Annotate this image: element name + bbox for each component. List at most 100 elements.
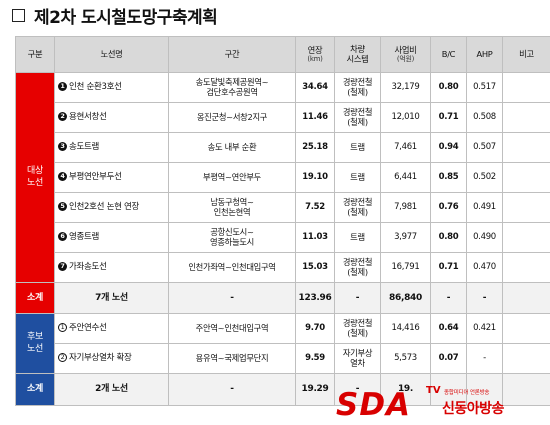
table-row: 4 부평연안부두선 부평역~연안부두 19.10 트램 6,441 0.85 0.502 (16, 162, 550, 193)
line-number-icon: 6 (58, 232, 67, 242)
subtotal-section: - (168, 373, 296, 406)
system-cell: 경량전철 (철제) (334, 102, 381, 133)
note-cell (502, 252, 550, 283)
header-line-name: 노선명 (54, 36, 169, 73)
cost-cell: 3,977 (380, 222, 431, 253)
subtotal-label: 소계 (15, 282, 55, 314)
line-number-icon: 5 (58, 202, 67, 212)
note-cell (502, 192, 550, 223)
line-number-icon: 4 (58, 172, 67, 182)
table-row: 대상 노선 1 인천 순환3호선 송도달빛축제공원역~ 검단호수공원역 34.64 경량전… (15, 72, 550, 283)
cost-cell: 7,981 (380, 192, 431, 223)
section-cell: 송도 내부 순환 (168, 132, 296, 163)
length-cell: 25.18 (295, 132, 335, 163)
subtotal-cost: 86,840 (380, 282, 431, 314)
logo-tagline: 종합미디어 언론방송 (444, 390, 490, 396)
table-row: 6 영종트램 공항신도시~ 영종하늘도시 11.03 트램 3,977 0.80 0.490 (16, 222, 550, 253)
logo-tv: TV (426, 385, 441, 396)
cost-cell: 6,441 (380, 162, 431, 193)
cost-cell: 12,010 (380, 102, 431, 133)
table-row: 2 자기부상열차 확장 용유역~국제업무단지 9.59 자기부상 열차 5,573 0.07… (16, 343, 550, 374)
line-name: 3 송도트램 (54, 132, 169, 163)
ahp-cell: 0.502 (466, 162, 503, 193)
table-row: 7 가좌송도선 인천가좌역~인천대입구역 15.03 경량전철 (철제) 16,791 0.… (16, 252, 550, 283)
header-vehicle: 차량 시스템 (334, 36, 381, 73)
line-name: 2 용현서창선 (54, 102, 169, 133)
system-cell: 자기부상 열차 (334, 343, 381, 374)
header-bc: B/C (430, 36, 467, 73)
subtotal-row: 소계 2개 노선 -19.29-19. (15, 373, 550, 406)
ahp-cell: 0.507 (466, 132, 503, 163)
subtotal-system: - (334, 373, 381, 406)
ahp-cell: 0.470 (466, 252, 503, 283)
note-cell (502, 162, 550, 193)
page-heading: 제2차 도시철도망구축계획 (12, 4, 218, 28)
line-name-text: 인천 순환3호선 (69, 82, 122, 93)
cost-cell: 14,416 (380, 313, 431, 344)
line-name-text: 부평연안부두선 (69, 172, 122, 183)
length-cell: 11.46 (295, 102, 335, 133)
note-cell (502, 313, 550, 344)
line-name: 4 부평연안부두선 (54, 162, 169, 193)
header-ahp: AHP (466, 36, 503, 73)
section-cell: 남동구청역~ 인천논현역 (168, 192, 296, 223)
length-cell: 7.52 (295, 192, 335, 223)
length-cell: 34.64 (295, 72, 335, 103)
subtotal-note (502, 373, 550, 406)
line-number-icon: 7 (58, 262, 67, 272)
note-cell (502, 132, 550, 163)
header-row: 구분 노선명 구간 연장 (km) 차량 시스템 사업비 (억원) B/C AHP 비… (15, 36, 550, 73)
section-cell: 주안역~인천대입구역 (168, 313, 296, 344)
table-row: 5 인천2호선 논현 연장 남동구청역~ 인천논현역 7.52 경량전철 (철제) 7,9… (16, 192, 550, 223)
cost-cell: 5,573 (380, 343, 431, 374)
logo-brand: SDA (336, 387, 412, 423)
line-name: 2 자기부상열차 확장 (54, 343, 169, 374)
system-cell: 경량전철 (철제) (334, 252, 381, 283)
table-row: 후보 노선 1 주안연수선 주안역~인천대입구역 9.70 경량전철 (철제) 14,416… (15, 313, 550, 374)
line-name: 6 영종트램 (54, 222, 169, 253)
line-name-text: 자기부상열차 확장 (69, 353, 132, 364)
bc-cell: 0.94 (430, 132, 467, 163)
cost-cell: 16,791 (380, 252, 431, 283)
line-name-text: 영종트램 (69, 232, 100, 243)
bc-cell: 0.71 (430, 252, 467, 283)
bc-cell: 0.07 (430, 343, 467, 374)
group-label: 후보 노선 (15, 313, 55, 374)
line-name: 5 인천2호선 논현 연장 (54, 192, 169, 223)
subtotal-ahp: - (466, 282, 503, 314)
subtotal-name: 2개 노선 (54, 373, 169, 406)
bc-cell: 0.64 (430, 313, 467, 344)
subtotal-cost: 19. (380, 373, 431, 406)
system-cell: 경량전철 (철제) (334, 192, 381, 223)
ahp-cell: 0.491 (466, 192, 503, 223)
group-label: 대상 노선 (15, 72, 55, 283)
line-number-icon: 1 (58, 323, 67, 333)
cost-cell: 7,461 (380, 132, 431, 163)
line-number-icon: 2 (58, 353, 67, 363)
section-cell: 용유역~국제업무단지 (168, 343, 296, 374)
note-cell (502, 72, 550, 103)
subtotal-ahp (466, 373, 503, 406)
section-cell: 공항신도시~ 영종하늘도시 (168, 222, 296, 253)
bc-cell: 0.80 (430, 72, 467, 103)
logo-name: 신동아방송 (442, 401, 504, 417)
line-number-icon: 3 (58, 142, 67, 152)
subtotal-system: - (334, 282, 381, 314)
header-length: 연장 (km) (295, 36, 335, 73)
bc-cell: 0.71 (430, 102, 467, 133)
section-cell: 송도달빛축제공원역~ 검단호수공원역 (168, 72, 296, 103)
line-name-text: 주안연수선 (69, 323, 107, 334)
subtotal-section: - (168, 282, 296, 314)
bc-cell: 0.76 (430, 192, 467, 223)
header-category: 구분 (15, 36, 55, 73)
subtotal-bc: - (430, 282, 467, 314)
checkbox-icon (12, 8, 25, 22)
subtotal-row: 소계 7개 노선 -123.96-86,840- - (15, 282, 550, 314)
header-cost: 사업비 (억원) (380, 36, 431, 73)
length-cell: 15.03 (295, 252, 335, 283)
cost-cell: 32,179 (380, 72, 431, 103)
line-number-icon: 1 (58, 82, 67, 92)
railway-plan-table: 구분 노선명 구간 연장 (km) 차량 시스템 사업비 (억원) B/C AHP 비… (15, 36, 550, 406)
ahp-cell: 0.490 (466, 222, 503, 253)
length-cell: 11.03 (295, 222, 335, 253)
